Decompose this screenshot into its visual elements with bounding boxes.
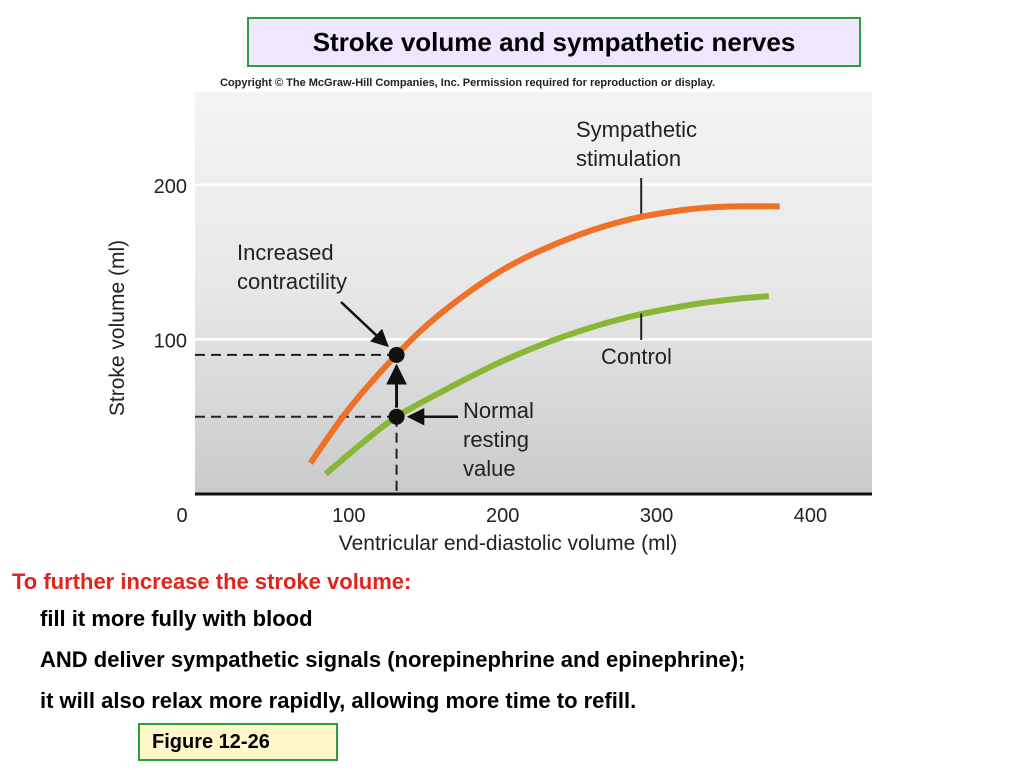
series-line-sympathetic xyxy=(307,203,780,465)
label-normal-line-2: resting xyxy=(463,427,529,452)
x-tick-label-300: 300 xyxy=(640,505,673,527)
label-normal-line-3: value xyxy=(463,456,516,481)
figure-label: Figure 12-26 xyxy=(138,723,338,761)
x-tick-label-200: 200 xyxy=(486,505,519,527)
gridlines xyxy=(195,183,872,341)
plot-background xyxy=(195,92,872,494)
series-layer xyxy=(307,203,780,477)
data-point-normal xyxy=(388,408,405,425)
stroke-volume-chart: 0 100 200 300 400 100 200 Ventricular end-dia… xyxy=(106,92,872,555)
x-tick-labels: 0 100 200 300 400 xyxy=(176,505,827,527)
explanation-text: To further increase the stroke volume: f… xyxy=(12,567,1012,716)
x-axis-label: Ventricular end-diastolic volume (ml) xyxy=(339,532,677,555)
label-increased-line-2: contractility xyxy=(237,269,347,294)
explanation-heading: To further increase the stroke volume: xyxy=(12,569,412,594)
y-tick-label-200: 200 xyxy=(154,176,187,198)
x-tick-label-400: 400 xyxy=(794,505,827,527)
label-normal-line-1: Normal xyxy=(463,398,534,423)
explanation-line-2: AND deliver sympathetic signals (norepin… xyxy=(40,647,746,672)
label-sympathetic-line-1: Sympathetic xyxy=(576,117,697,142)
series-line-control xyxy=(323,293,770,477)
x-tick-label-0: 0 xyxy=(176,505,187,527)
y-tick-labels: 100 200 xyxy=(154,176,187,353)
y-tick-label-100: 100 xyxy=(154,330,187,352)
copyright-notice: Copyright © The McGraw-Hill Companies, I… xyxy=(220,77,716,89)
explanation-line-1: fill it more fully with blood xyxy=(40,606,313,631)
chart-title: Stroke volume and sympathetic nerves xyxy=(247,17,861,67)
guide-lines xyxy=(195,353,398,494)
label-control: Control xyxy=(601,344,672,369)
annotations: Sympathetic stimulation Control Increased co… xyxy=(237,117,697,481)
label-increased-line-1: Increased xyxy=(237,240,334,265)
x-tick-label-100: 100 xyxy=(332,505,365,527)
label-sympathetic-line-2: stimulation xyxy=(576,146,681,171)
arrow-increased xyxy=(340,301,389,348)
data-point-increased xyxy=(388,346,405,363)
explanation-line-3: it will also relax more rapidly, allowin… xyxy=(40,688,637,713)
y-axis-label: Stroke volume (ml) xyxy=(106,240,129,416)
